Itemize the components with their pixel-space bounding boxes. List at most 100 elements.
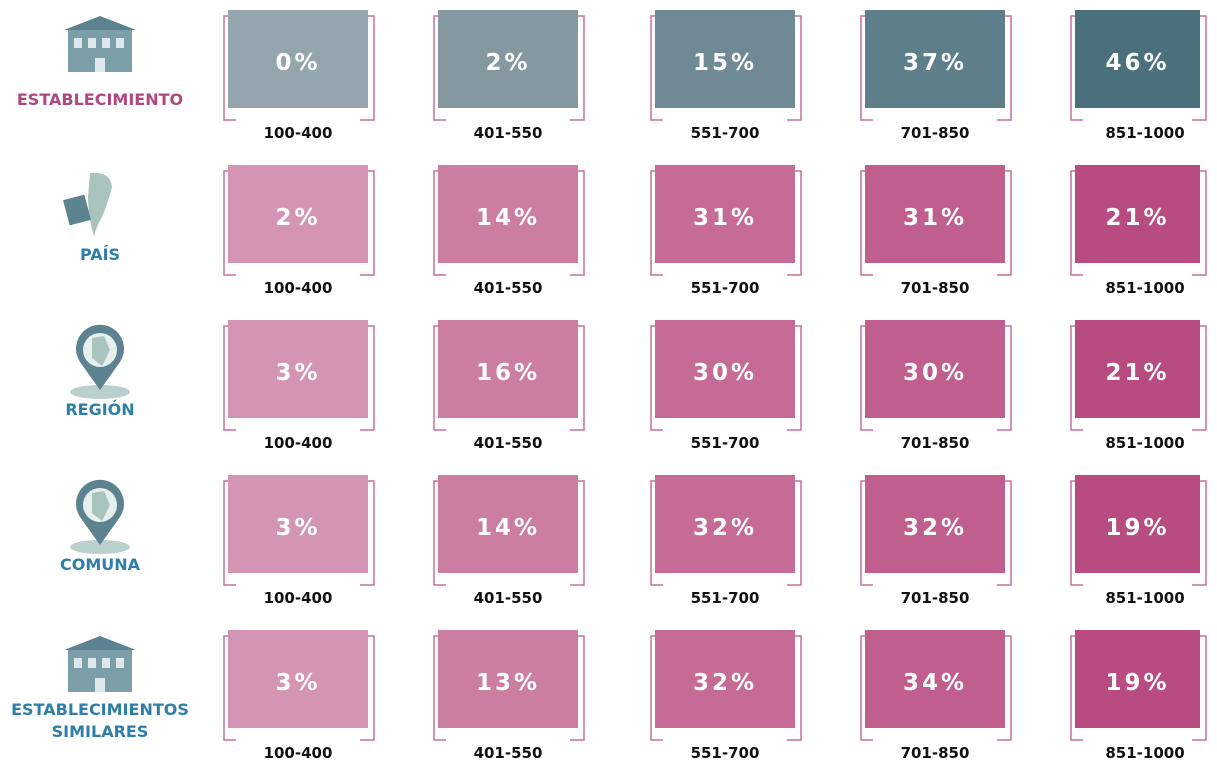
- percent-box: [438, 630, 578, 728]
- percent-value: 31%: [903, 205, 967, 231]
- percent-box: [655, 630, 795, 728]
- percent-box: [865, 165, 1005, 263]
- score-range: 100-400: [264, 124, 333, 142]
- score-range: 701-850: [901, 589, 970, 607]
- percent-box: [1075, 165, 1200, 263]
- row-label: ESTABLECIMIENTOS: [11, 700, 189, 719]
- percent-value: 46%: [1105, 50, 1169, 76]
- score-range: 851-1000: [1105, 124, 1184, 142]
- icon-map: [88, 172, 112, 237]
- percent-value: 19%: [1105, 515, 1169, 541]
- row-label: REGIÓN: [65, 400, 134, 419]
- score-range: 401-550: [474, 434, 543, 452]
- row-label: ESTABLECIMIENTO: [17, 90, 183, 109]
- icon-window: [88, 658, 96, 668]
- icon-window: [74, 658, 82, 668]
- icon-shape: [92, 491, 110, 521]
- icon-window: [74, 38, 82, 48]
- icon-window: [116, 38, 124, 48]
- score-range: 401-550: [474, 124, 543, 142]
- icon-window: [102, 38, 110, 48]
- score-range: 100-400: [264, 744, 333, 762]
- percent-box: [865, 475, 1005, 573]
- percent-box: [655, 165, 795, 263]
- percent-value: 2%: [275, 205, 320, 231]
- percent-box: [228, 320, 368, 418]
- percent-box: [228, 630, 368, 728]
- score-range: 551-700: [691, 124, 760, 142]
- percent-box: [438, 475, 578, 573]
- score-range: 401-550: [474, 589, 543, 607]
- row-icon: [70, 479, 130, 554]
- icon-roof: [64, 16, 136, 30]
- score-range: 851-1000: [1105, 589, 1184, 607]
- percent-value: 30%: [693, 360, 757, 386]
- percent-box: [228, 475, 368, 573]
- percent-value: 21%: [1105, 205, 1169, 231]
- icon-card: [63, 194, 91, 226]
- percent-value: 13%: [476, 670, 540, 696]
- row-icon: [64, 636, 136, 692]
- percent-value: 3%: [275, 670, 320, 696]
- row-icon: [64, 16, 136, 72]
- score-range: 100-400: [264, 434, 333, 452]
- icon-window: [116, 658, 124, 668]
- percent-box: [1075, 10, 1200, 108]
- icon-window: [88, 38, 96, 48]
- percent-value: 0%: [275, 50, 320, 76]
- score-range: 551-700: [691, 279, 760, 297]
- percent-box: [438, 320, 578, 418]
- icon-shadow: [70, 540, 130, 554]
- percent-value: 14%: [476, 515, 540, 541]
- score-range: 551-700: [691, 434, 760, 452]
- percent-value: 3%: [275, 515, 320, 541]
- percent-box: [865, 630, 1005, 728]
- percent-value: 30%: [903, 360, 967, 386]
- score-range: 851-1000: [1105, 434, 1184, 452]
- score-range: 401-550: [474, 279, 543, 297]
- row-label: SIMILARES: [52, 722, 149, 741]
- score-range: 100-400: [264, 279, 333, 297]
- percent-value: 21%: [1105, 360, 1169, 386]
- percent-value: 32%: [693, 670, 757, 696]
- score-range: 401-550: [474, 744, 543, 762]
- percent-box: [228, 165, 368, 263]
- percent-box: [1075, 320, 1200, 418]
- percent-value: 19%: [1105, 670, 1169, 696]
- icon-door: [95, 58, 105, 72]
- score-range: 701-850: [901, 279, 970, 297]
- score-range: 701-850: [901, 434, 970, 452]
- row-icon: [63, 172, 112, 237]
- score-range: 701-850: [901, 744, 970, 762]
- score-range: 551-700: [691, 744, 760, 762]
- score-range: 100-400: [264, 589, 333, 607]
- icon-window: [102, 658, 110, 668]
- icon-shape: [92, 336, 110, 366]
- percent-box: [655, 320, 795, 418]
- row-label: PAÍS: [80, 245, 120, 264]
- percent-value: 34%: [903, 670, 967, 696]
- percent-box: [865, 320, 1005, 418]
- percent-box: [1075, 475, 1200, 573]
- percent-value: 14%: [476, 205, 540, 231]
- icon-door: [95, 678, 105, 692]
- percent-value: 37%: [903, 50, 967, 76]
- percent-value: 32%: [903, 515, 967, 541]
- score-range: 551-700: [691, 589, 760, 607]
- percent-box: [655, 10, 795, 108]
- percent-value: 16%: [476, 360, 540, 386]
- percent-value: 15%: [693, 50, 757, 76]
- score-range: 851-1000: [1105, 744, 1184, 762]
- percent-box: [655, 475, 795, 573]
- percent-value: 31%: [693, 205, 757, 231]
- percent-box: [438, 165, 578, 263]
- percent-box: [1075, 630, 1200, 728]
- percent-value: 2%: [485, 50, 530, 76]
- percent-box: [865, 10, 1005, 108]
- icon-roof: [64, 636, 136, 650]
- percent-value: 32%: [693, 515, 757, 541]
- row-label: COMUNA: [60, 555, 141, 574]
- row-icon: [70, 324, 130, 399]
- score-range: 701-850: [901, 124, 970, 142]
